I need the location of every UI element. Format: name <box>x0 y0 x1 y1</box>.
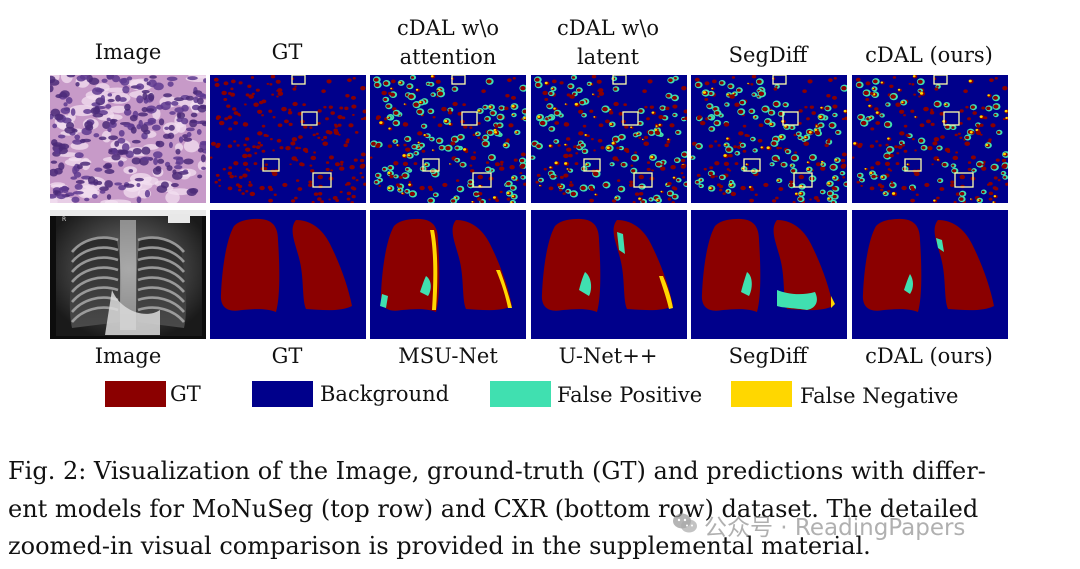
footer-segdiff: SegDiff <box>728 344 808 368</box>
monuseg-histology-image <box>50 75 206 203</box>
cxr-gt-mask <box>210 210 366 339</box>
legend-gt-swatch <box>105 381 166 407</box>
header-gt: GT <box>271 40 303 64</box>
caption-line-3: zoomed-in visual comparison is provided … <box>8 532 871 560</box>
header-image: Image <box>94 40 162 64</box>
footer-gt: GT <box>271 344 303 368</box>
cxr-unet-pp-mask <box>531 210 687 339</box>
legend-false-positive-swatch <box>490 381 551 407</box>
caption-line-1: Fig. 2: Visualization of the Image, grou… <box>8 457 986 485</box>
header-cdal-wo-attention: cDAL w\o attention <box>396 16 500 69</box>
footer-msu-net: MSU-Net <box>398 344 498 368</box>
legend-background-swatch <box>252 381 313 407</box>
footer-cdal-ours: cDAL (ours) <box>865 344 993 368</box>
figure-caption: Fig. 2: Visualization of the Image, grou… <box>8 453 1070 566</box>
watermark-text: 公众号 · ReadingPapers <box>704 515 966 541</box>
footer-image: Image <box>94 344 162 368</box>
footer-unet-pp: U-Net++ <box>558 344 658 368</box>
cxr-xray-image: R <box>50 210 206 339</box>
legend-background-label: Background <box>320 382 450 406</box>
legend-false-positive-label: False Positive <box>557 383 703 407</box>
svg-text:R: R <box>62 216 66 223</box>
monuseg-gt-mask <box>210 75 366 203</box>
caption-line-2: ent models for MoNuSeg (top row) and CXR… <box>8 494 979 523</box>
header-segdiff: SegDiff <box>728 43 808 67</box>
monuseg-cdal-ours-mask <box>852 75 1008 203</box>
cxr-cdal-ours-mask <box>852 210 1008 339</box>
monuseg-cdal-wo-attention-mask <box>370 75 526 203</box>
legend-false-negative-label: False Negative <box>800 384 959 408</box>
header-cdal-wo-latent: cDAL w\o latent <box>556 16 660 69</box>
monuseg-segdiff-mask <box>691 75 847 203</box>
header-cdal-ours: cDAL (ours) <box>865 43 993 67</box>
legend-false-negative-swatch <box>731 381 792 407</box>
cxr-msu-net-mask <box>370 210 526 339</box>
cxr-segdiff-mask <box>691 210 847 339</box>
monuseg-cdal-wo-latent-mask <box>531 75 687 203</box>
legend-gt-label: GT <box>170 382 201 406</box>
wechat-icon <box>673 513 697 533</box>
